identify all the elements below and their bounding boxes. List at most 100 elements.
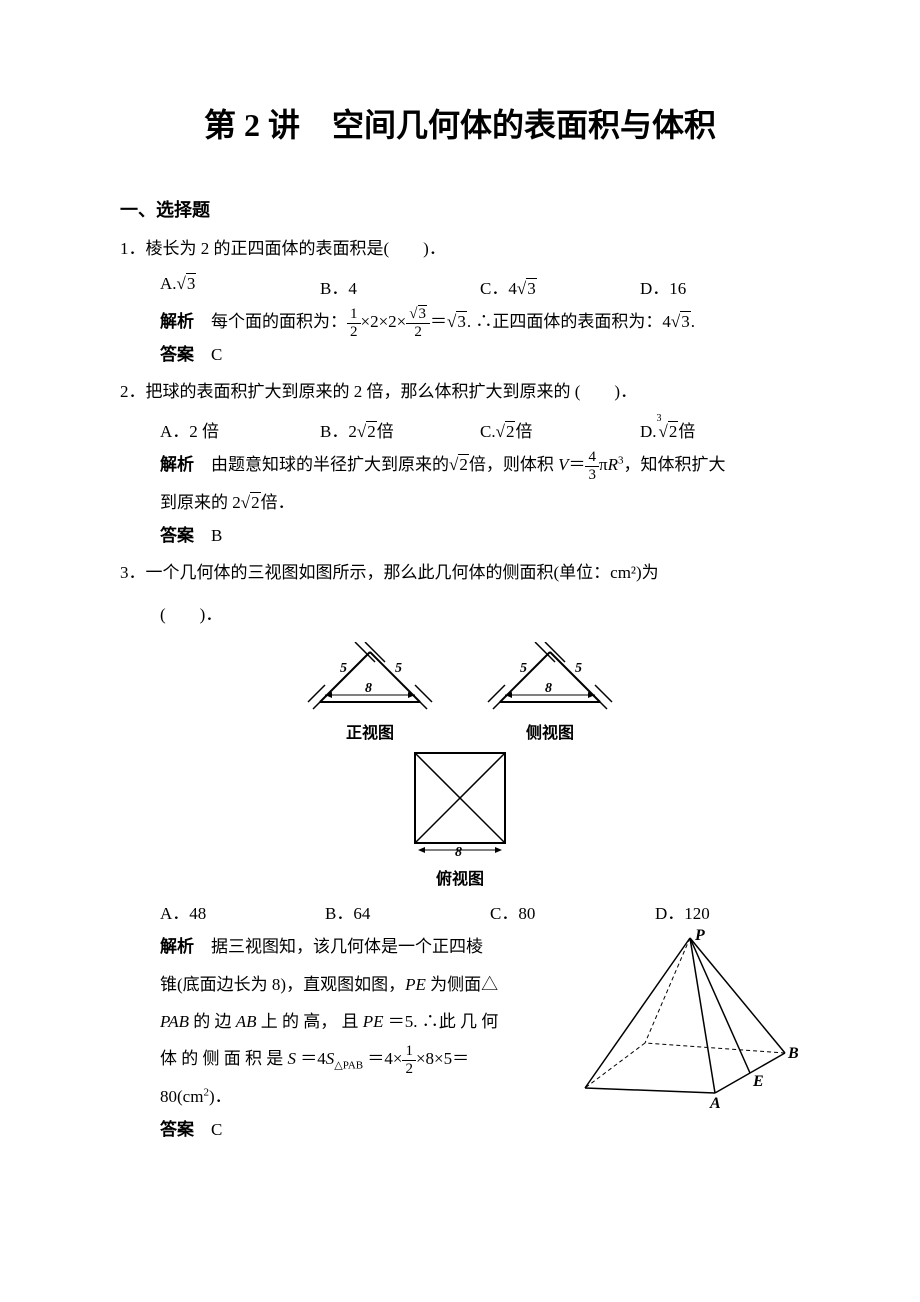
sol-text: 到原来的 2 <box>160 493 241 512</box>
q3-options: A．48 B．64 C．80 D．120 <box>120 899 800 924</box>
solution-label: 解析 <box>160 937 194 956</box>
answer-value: C <box>194 345 222 364</box>
q3-text: 一个几何体的三视图如图所示，那么此几何体的侧面积(单位：cm²)为 <box>146 563 659 582</box>
answer-label: 答案 <box>160 1120 194 1139</box>
q3-option-c: C．80 <box>490 899 635 924</box>
q3-text-cont: ( )． <box>120 598 800 632</box>
var-v: V <box>558 455 568 474</box>
opt-c-sqrt: 3 <box>526 278 537 298</box>
opt-c-prefix: C．4 <box>480 279 517 298</box>
q2-option-b: B．2√2倍 <box>320 417 480 442</box>
sol-text: ＝ <box>430 312 447 331</box>
opt-b-prefix: B．2 <box>320 422 357 441</box>
q3-option-d: D．120 <box>655 899 800 924</box>
sol-text: )． <box>209 1087 232 1106</box>
opt-c-suffix: 倍 <box>515 422 532 441</box>
sol-text: 80(cm <box>160 1087 203 1106</box>
svg-text:A: A <box>709 1095 721 1108</box>
top-view-label: 俯视图 <box>400 865 520 889</box>
answer-label: 答案 <box>160 526 194 545</box>
q1-text: 棱长为 2 的正四面体的表面积是( )． <box>146 239 446 258</box>
svg-text:5: 5 <box>520 661 527 676</box>
answer-label: 答案 <box>160 345 194 364</box>
sol-text: ×2×2× <box>361 312 407 331</box>
q1-option-a: A.√3 <box>160 274 320 299</box>
side-view-label: 侧视图 <box>480 719 620 743</box>
sol-text: 由题意知球的半径扩大到原来的 <box>194 455 449 474</box>
sol-text: 倍． <box>261 493 295 512</box>
svg-text:5: 5 <box>395 661 402 676</box>
q3-number: 3． <box>120 563 146 582</box>
q1-answer: 答案 C <box>120 340 800 365</box>
svg-text:5: 5 <box>340 661 347 676</box>
sol-text: 体 的 侧 面 积 是 <box>160 1049 288 1068</box>
sol-text: ＝4 <box>296 1049 326 1068</box>
side-view: 5 5 8 侧视图 <box>480 642 620 743</box>
var-s: S <box>288 1049 297 1068</box>
question-1: 1．棱长为 2 的正四面体的表面积是( )． <box>120 232 800 266</box>
sol-text: 为侧面△ <box>426 975 498 994</box>
q2-text: 把球的表面积扩大到原来的 2 倍，那么体积扩大到原来的 ( )． <box>146 382 638 401</box>
var-pe: PE <box>405 975 426 994</box>
page-title: 第 2 讲 空间几何体的表面积与体积 <box>120 100 800 146</box>
opt-d-sqrt: 2 <box>668 421 679 441</box>
svg-text:B: B <box>787 1045 799 1062</box>
sol-text: π <box>599 455 608 474</box>
three-view-diagram: 5 5 8 正视图 5 5 <box>120 642 800 889</box>
q2-option-d: D.3√2倍 <box>640 417 800 442</box>
opt-a-prefix: A. <box>160 274 177 293</box>
section-header: 一、选择题 <box>120 196 800 222</box>
solution-label: 解析 <box>160 455 194 474</box>
opt-d-suffix: 倍 <box>678 422 695 441</box>
opt-a-sqrt: 3 <box>186 273 197 293</box>
q3-solution-body: 解析 据三视图知，该几何体是一个正四棱 锥(底面边长为 8)，直观图如图，PE … <box>120 928 800 1115</box>
q2-solution: 解析 由题意知球的半径扩大到原来的√2倍，则体积 V＝43πR3，知体积扩大 <box>120 446 800 483</box>
var-pe: PE <box>363 1012 384 1031</box>
svg-text:P: P <box>694 928 705 944</box>
q2-number: 2． <box>120 382 146 401</box>
front-view-label: 正视图 <box>300 719 440 743</box>
answer-value: C <box>194 1120 222 1139</box>
sqrt: 2 <box>458 454 469 474</box>
frac-num: 1 <box>402 1043 416 1061</box>
var-ab: AB <box>236 1012 257 1031</box>
opt-d-prefix: D. <box>640 422 657 441</box>
solution-label: 解析 <box>160 312 194 331</box>
sqrt: 2 <box>250 492 261 512</box>
q3-answer: 答案 C <box>120 1115 800 1140</box>
sol-text: ＝ <box>568 455 585 474</box>
q1-option-b: B．4 <box>320 274 480 299</box>
opt-b-sqrt: 2 <box>366 421 377 441</box>
opt-c-sqrt: 2 <box>505 421 516 441</box>
opt-b-suffix: 倍 <box>377 422 394 441</box>
pyramid-figure: P A B E <box>570 928 800 1115</box>
sol-text: 倍，则体积 <box>469 455 558 474</box>
sqrt: 3 <box>680 311 691 331</box>
sol-text: . ∴正四面体的表面积为：4 <box>467 312 671 331</box>
frac-den: 3 <box>585 467 599 484</box>
sol-text: ，知体积扩大 <box>623 455 725 474</box>
sol-text: ＝4× <box>363 1049 402 1068</box>
q2-option-a: A．2 倍 <box>160 417 320 442</box>
opt-c-prefix: C. <box>480 422 496 441</box>
sol-text: ×8×5＝ <box>416 1049 469 1068</box>
var-s: S <box>326 1049 335 1068</box>
svg-text:8: 8 <box>545 681 552 696</box>
var-r: R <box>608 455 618 474</box>
sol-text: 上 的 高， 且 <box>257 1012 363 1031</box>
q1-options: A.√3 B．4 C．4√3 D．16 <box>120 274 800 299</box>
svg-text:5: 5 <box>575 661 582 676</box>
sol-text: ＝5. ∴此 几 何 <box>384 1012 499 1031</box>
q1-number: 1． <box>120 239 146 258</box>
svg-text:E: E <box>752 1073 764 1090</box>
frac-den: 2 <box>406 324 430 341</box>
q2-solution-cont: 到原来的 2√2倍． <box>120 484 800 521</box>
q2-option-c: C.√2倍 <box>480 417 640 442</box>
answer-value: B <box>194 526 222 545</box>
frac-sqrt: 3 <box>418 305 428 322</box>
top-view: 8 俯视图 <box>400 748 520 889</box>
q3-option-a: A．48 <box>160 899 305 924</box>
root-index: 3 <box>657 413 662 424</box>
question-3: 3．一个几何体的三视图如图所示，那么此几何体的侧面积(单位：cm²)为 <box>120 556 800 590</box>
frac-num: 4 <box>585 449 599 467</box>
